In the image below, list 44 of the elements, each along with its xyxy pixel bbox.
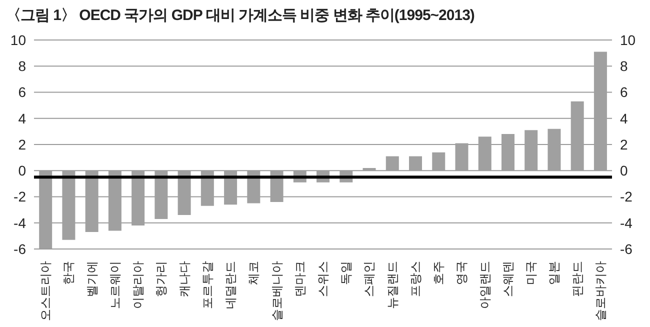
x-tick-label: 포르투갈 (200, 261, 214, 309)
y-tick-label: 0 (18, 162, 26, 179)
x-tick-label: 스웨덴 (500, 261, 515, 297)
y-tick-label: 2 (18, 136, 26, 152)
x-tick-label: 독일 (339, 261, 354, 285)
x-tick-label: 스페인 (362, 261, 376, 297)
x-tick-label: 캐나다 (177, 261, 192, 297)
x-tick-label: 덴마크 (292, 261, 307, 297)
y-tick-label: -6 (14, 240, 26, 257)
x-tick-label: 미국 (524, 261, 538, 285)
x-tick-label: 프랑스 (408, 261, 422, 297)
x-tick-label: 아일랜드 (478, 261, 492, 309)
y2-tick-label: -4 (620, 214, 633, 231)
x-tick-label: 뉴질랜드 (385, 261, 400, 309)
x-tick-label: 네덜란드 (224, 261, 238, 309)
x-tick-label: 노르웨이 (108, 261, 122, 309)
y-tick-label: 4 (18, 110, 26, 126)
x-tick-label: 일본 (547, 261, 562, 285)
x-tick-label: 호주 (432, 261, 446, 285)
x-tick-label: 슬로바키아 (593, 261, 608, 321)
x-tick-label: 핀란드 (570, 261, 584, 297)
x-tick-label: 슬로베니아 (270, 261, 284, 321)
y2-tick-label: 6 (620, 84, 628, 100)
y2-tick-label: 4 (620, 110, 628, 126)
x-tick-label: 한국 (62, 261, 76, 285)
y-tick-label: -2 (14, 188, 26, 205)
y2-tick-label: 0 (620, 162, 628, 179)
x-tick-label: 헝가리 (154, 261, 168, 297)
x-tick-label: 벨기에 (84, 261, 99, 297)
x-tick-label: 영국 (454, 261, 469, 285)
y2-tick-label: 8 (620, 58, 628, 74)
x-tick-label: 이탈리아 (131, 261, 146, 309)
x-tick-label: 체코 (246, 261, 261, 285)
y-tick-label: 8 (18, 58, 26, 74)
y2-tick-label: 2 (620, 136, 628, 152)
y-tick-label: 10 (10, 32, 26, 48)
y2-tick-label: -6 (620, 240, 633, 257)
x-tick-label: 오스트리아 (38, 261, 53, 321)
x-tick-label: 스위스 (316, 261, 330, 297)
y-tick-label: -4 (14, 214, 26, 231)
y-tick-label: 6 (18, 84, 26, 100)
chart-title: 〈그림 1〉 OECD 국가의 GDP 대비 가계소득 비중 변화 추이(1995~2013) (5, 6, 476, 26)
y2-tick-label: -2 (620, 188, 633, 205)
y2-tick-label: 10 (620, 32, 636, 48)
